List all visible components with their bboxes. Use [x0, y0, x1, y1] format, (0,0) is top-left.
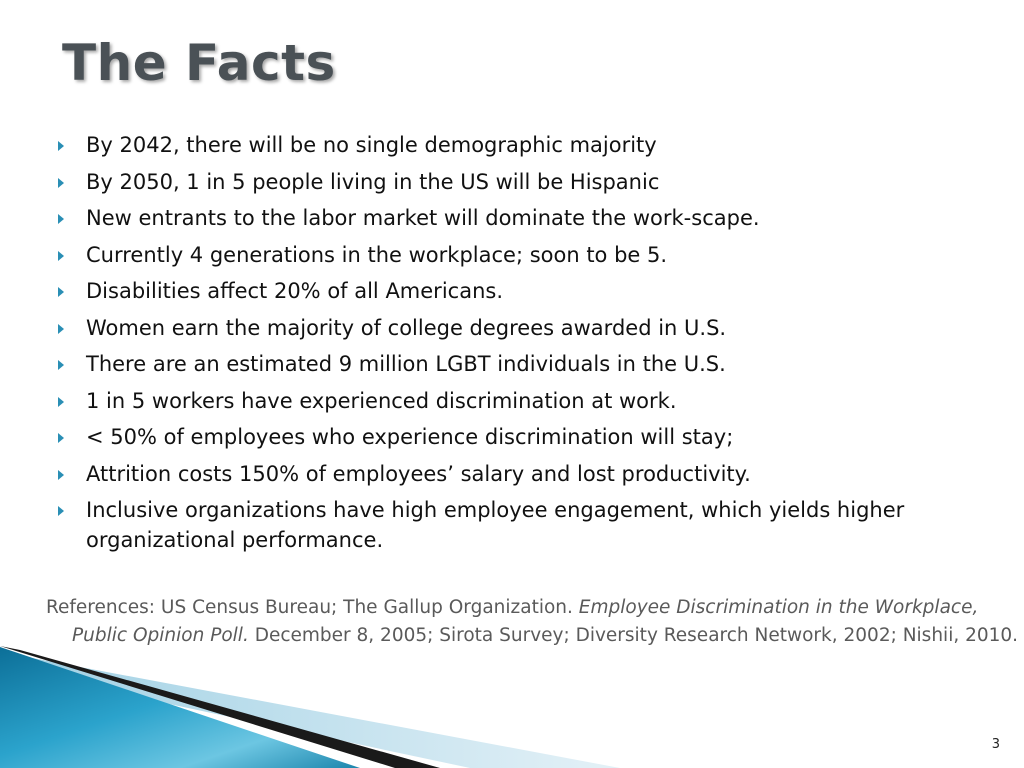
triangle-right-icon: [58, 469, 64, 480]
triangle-right-icon: [58, 360, 64, 370]
slide-title: The Facts: [62, 34, 336, 92]
bullet-text: 1 in 5 workers have experienced discrimi…: [86, 388, 677, 413]
page-number: 3: [991, 737, 1000, 752]
bullet-text: By 2050, 1 in 5 people living in the US …: [86, 169, 660, 194]
bullet-item: Women earn the majority of college degre…: [56, 313, 986, 343]
triangle-right-icon: [58, 250, 64, 261]
triangle-right-icon: [58, 214, 64, 224]
references: References: US Census Bureau; The Gallup…: [46, 594, 1022, 650]
triangle-right-icon: [58, 396, 64, 407]
bullet-item: < 50% of employees who experience discri…: [56, 422, 986, 452]
references-title: Employee Discrimination in the Workplace…: [72, 597, 979, 646]
bullet-item: Disabilities affect 20% of all Americans…: [56, 276, 986, 306]
bullet-item: Currently 4 generations in the workplace…: [56, 240, 986, 270]
bullet-item: Attrition costs 150% of employees’ salar…: [56, 459, 986, 489]
bullet-text: < 50% of employees who experience discri…: [86, 425, 734, 449]
references-suffix: December 8, 2005; Sirota Survey; Diversi…: [248, 625, 1019, 646]
bullet-text: There are an estimated 9 million LGBT in…: [86, 352, 726, 376]
bullet-item: New entrants to the labor market will do…: [56, 203, 986, 233]
bullet-text: Inclusive organizations have high employ…: [86, 498, 905, 552]
bullet-list: By 2042, there will be no single demogra…: [56, 130, 986, 562]
triangle-right-icon: [58, 323, 64, 334]
bullet-text: New entrants to the labor market will do…: [86, 206, 760, 230]
references-prefix: References: US Census Bureau; The Gallup…: [46, 597, 579, 618]
swoosh-light-band: [0, 652, 620, 768]
bullet-item: Inclusive organizations have high employ…: [56, 495, 986, 555]
bullet-item: By 2050, 1 in 5 people living in the US …: [56, 167, 986, 197]
bullet-text: Currently 4 generations in the workplace…: [86, 242, 668, 267]
bullet-text: By 2042, there will be no single demogra…: [86, 133, 657, 157]
triangle-right-icon: [58, 141, 64, 151]
triangle-right-icon: [58, 433, 64, 443]
bullet-text: Women earn the majority of college degre…: [86, 315, 727, 340]
triangle-right-icon: [58, 287, 64, 297]
bullet-text: Attrition costs 150% of employees’ salar…: [86, 461, 751, 486]
triangle-right-icon: [58, 506, 64, 516]
bullet-text: Disabilities affect 20% of all Americans…: [86, 279, 503, 303]
swoosh-dark-stripe: [0, 646, 440, 768]
bullet-item: 1 in 5 workers have experienced discrimi…: [56, 386, 986, 416]
bullet-item: There are an estimated 9 million LGBT in…: [56, 349, 986, 379]
triangle-right-icon: [58, 177, 64, 188]
swoosh-blue-band: [0, 647, 360, 768]
bullet-item: By 2042, there will be no single demogra…: [56, 130, 986, 160]
